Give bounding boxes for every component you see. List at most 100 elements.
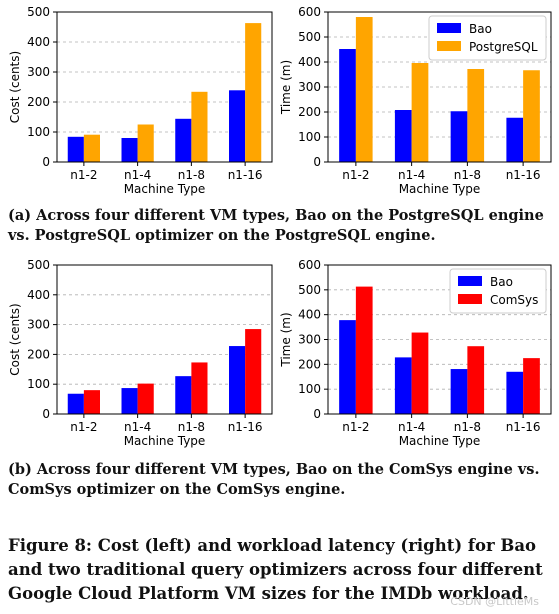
bar-postgresql-n1-2	[83, 134, 100, 162]
x-tick-label: n1-8	[178, 420, 205, 434]
y-tick-label: 200	[298, 357, 321, 371]
y-axis-label: Time (m)	[279, 312, 293, 367]
x-tick-label: n1-4	[398, 168, 425, 182]
watermark: CSDN @LittleMs	[450, 595, 539, 608]
bar-bao-n1-16	[506, 117, 524, 162]
y-tick-label: 400	[298, 308, 321, 322]
x-tick-label: n1-4	[124, 420, 151, 434]
x-tick-label: n1-16	[228, 420, 263, 434]
y-tick-label: 100	[27, 377, 50, 391]
plot-frame	[327, 11, 552, 163]
y-tick-label: 100	[298, 130, 321, 144]
bar-bao-n1-8	[175, 376, 192, 414]
bar-comsys-n1-2	[355, 286, 373, 414]
y-tick-label: 300	[298, 333, 321, 347]
bar-comsys-n1-16	[523, 358, 540, 414]
bar-postgresql-n1-16	[523, 70, 540, 162]
x-tick-label: n1-4	[124, 168, 151, 182]
figure-caption: Figure 8: Cost (left) and workload laten…	[8, 536, 543, 603]
bar-comsys-n1-16	[245, 329, 262, 414]
legend-label-bao: Bao	[469, 22, 492, 36]
x-tick-label: n1-2	[70, 168, 97, 182]
x-axis-label: Machine Type	[124, 182, 206, 196]
bar-bao-n1-2	[339, 320, 356, 414]
y-tick-label: 500	[298, 30, 321, 44]
legend-label-comsys: ComSys	[490, 293, 538, 307]
bar-bao-n1-8	[450, 369, 468, 414]
legend-swatch-postgresql	[437, 41, 461, 51]
bar-postgresql-n1-8	[467, 69, 485, 162]
bar-postgresql-n1-2	[355, 17, 373, 162]
y-tick-label: 300	[298, 80, 321, 94]
bar-bao-n1-8	[175, 118, 192, 162]
y-tick-label: 200	[27, 95, 50, 109]
legend: Bao ComSys	[449, 268, 547, 314]
bar-bao-n1-2	[67, 136, 84, 162]
x-tick-label: n1-16	[506, 168, 541, 182]
y-tick-label: 500	[298, 283, 321, 297]
x-tick-label: n1-16	[506, 420, 541, 434]
y-tick-label: 400	[298, 55, 321, 69]
bar-postgresql-n1-16	[245, 23, 262, 162]
x-tick-label: n1-16	[228, 168, 263, 182]
y-tick-label: 0	[42, 407, 50, 421]
x-tick-label: n1-8	[178, 168, 205, 182]
latency-chart-postgresql: 0 100 200 300 400 500 600 n1-2 n1-4 n1-8 n1-16 Mach…	[279, 5, 552, 196]
x-axis-label: Machine Type	[124, 434, 206, 448]
bar-bao-n1-4	[121, 388, 138, 414]
x-tick-label: n1-8	[454, 420, 481, 434]
bar-postgresql-n1-4	[411, 63, 429, 162]
caption-a: (a) Across four different VM types, Bao …	[8, 207, 544, 244]
legend-swatch-comsys	[458, 294, 482, 304]
y-tick-label: 600	[298, 258, 321, 272]
bar-postgresql-n1-4	[137, 124, 154, 162]
x-tick-label: n1-8	[454, 168, 481, 182]
bar-bao-n1-4	[394, 110, 412, 162]
legend-swatch-bao	[437, 23, 461, 33]
bar-bao-n1-4	[394, 357, 412, 414]
x-tick-label: n1-2	[342, 420, 369, 434]
cost-chart-comsys: 0 100 200 300 400 500 n1-2 n1-4 n1-8 n1-16 Machine…	[8, 258, 273, 448]
y-tick-label: 400	[27, 35, 50, 49]
y-tick-label: 300	[27, 318, 50, 332]
bar-bao-n1-4	[121, 138, 138, 162]
bar-bao-n1-16	[229, 346, 246, 414]
y-tick-label: 200	[298, 105, 321, 119]
bar-comsys-n1-8	[191, 362, 208, 414]
bar-bao-n1-2	[339, 49, 356, 162]
x-axis-label: Machine Type	[399, 434, 481, 448]
bar-comsys-n1-4	[137, 383, 154, 414]
cost-chart-postgresql: 0 100 200 300 400 500 n1-2 n1-4 n1-8 n1-16 Machine…	[8, 5, 273, 196]
plot-frame	[56, 11, 273, 163]
y-tick-label: 300	[27, 65, 50, 79]
y-tick-label: 400	[27, 288, 50, 302]
caption-b: (b) Across four different VM types, Bao …	[8, 461, 540, 498]
plot-frame	[327, 264, 552, 415]
y-tick-label: 100	[298, 382, 321, 396]
bar-bao-n1-8	[450, 111, 468, 162]
x-axis-label: Machine Type	[399, 182, 481, 196]
y-axis-label: Time (m)	[279, 60, 293, 115]
legend-label-bao: Bao	[490, 275, 513, 289]
latency-chart-comsys: 0 100 200 300 400 500 600 n1-2 n1-4 n1-8 n1-16 Mach…	[279, 258, 552, 448]
y-tick-label: 100	[27, 125, 50, 139]
y-tick-label: 0	[313, 407, 321, 421]
y-tick-label: 200	[27, 347, 50, 361]
bar-comsys-n1-4	[411, 332, 429, 414]
legend: Bao PostgreSQL	[428, 15, 547, 61]
y-tick-label: 0	[313, 155, 321, 169]
y-axis-label: Cost (cents)	[8, 51, 22, 123]
x-tick-label: n1-4	[398, 420, 425, 434]
y-tick-label: 500	[27, 258, 50, 272]
bar-postgresql-n1-8	[191, 91, 208, 162]
bar-bao-n1-16	[506, 371, 524, 414]
y-tick-label: 600	[298, 5, 321, 19]
bar-comsys-n1-2	[83, 390, 100, 414]
x-tick-label: n1-2	[342, 168, 369, 182]
plot-frame	[56, 264, 273, 415]
y-axis-label: Cost (cents)	[8, 303, 22, 375]
bar-bao-n1-16	[229, 90, 246, 162]
bar-comsys-n1-8	[467, 346, 485, 414]
legend-label-postgresql: PostgreSQL	[469, 40, 538, 54]
